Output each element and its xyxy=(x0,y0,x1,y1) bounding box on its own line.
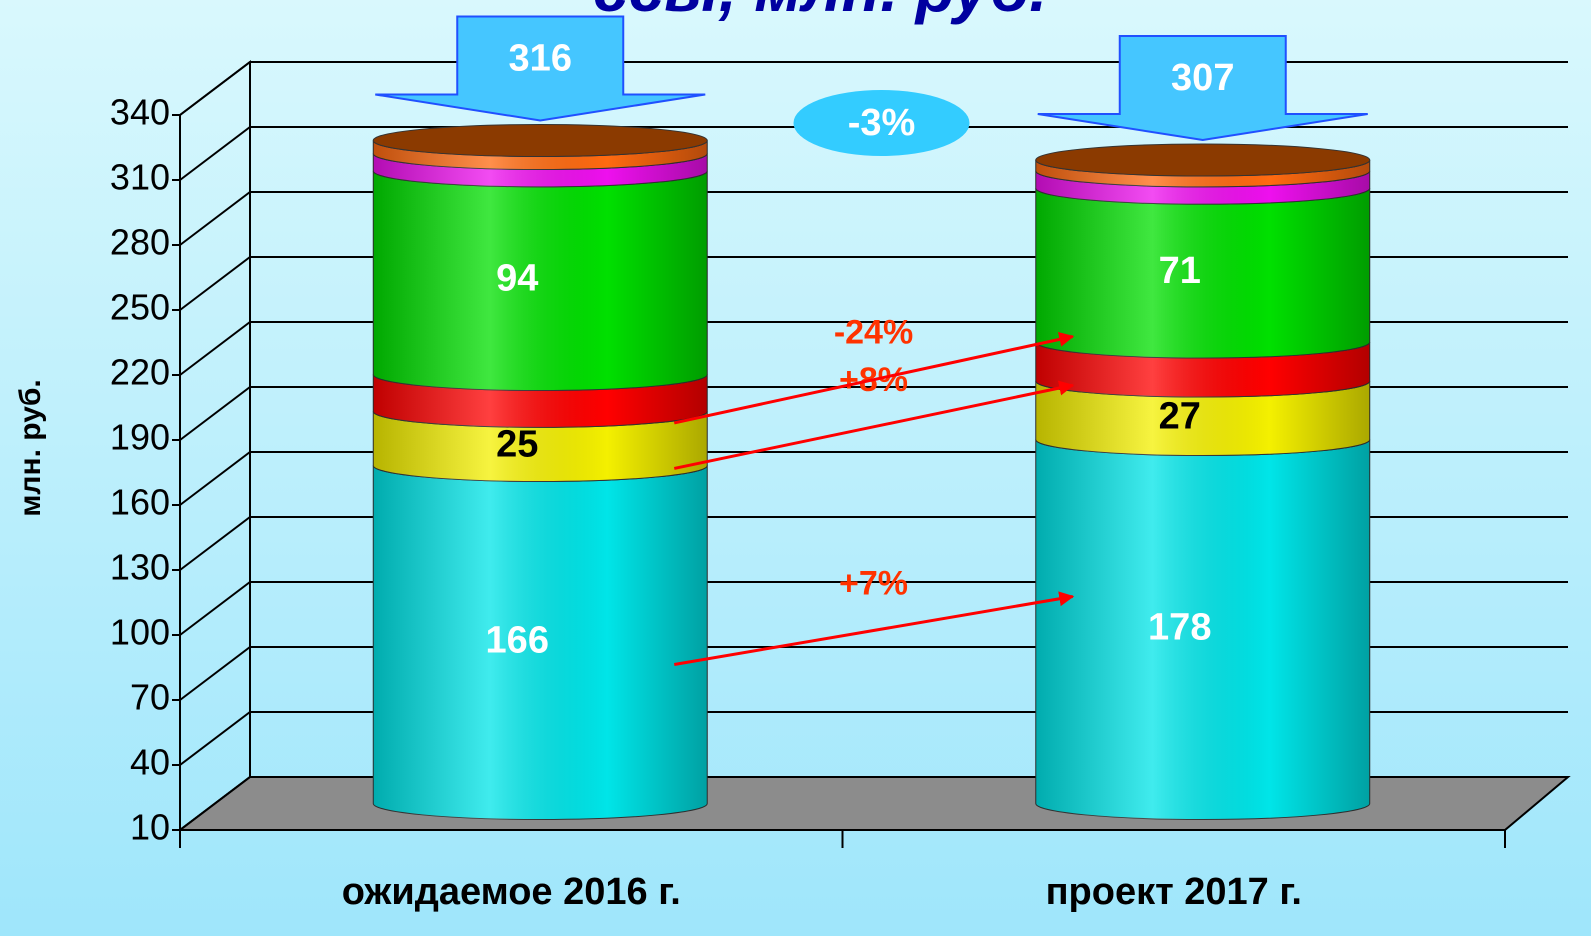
y-tick-label: 160 xyxy=(110,482,170,523)
x-tick-label: проект 2017 г. xyxy=(1046,871,1302,913)
y-tick-label: 130 xyxy=(110,547,170,588)
total-label: 316 xyxy=(509,38,572,80)
change-label: -24% xyxy=(834,314,913,352)
cylinder-shade xyxy=(1035,342,1370,397)
change-arrow xyxy=(673,380,1075,470)
y-tick-label: 190 xyxy=(110,417,170,458)
y-axis-label: млн. руб. xyxy=(14,379,47,517)
cylinder-shade xyxy=(373,140,708,170)
cylinder-shade xyxy=(1035,188,1370,358)
value-label: 27 xyxy=(1159,395,1201,437)
value-label: 166 xyxy=(486,620,549,662)
y-tick-label: 220 xyxy=(110,352,170,393)
value-label: 71 xyxy=(1159,250,1201,292)
cylinder-top xyxy=(1035,143,1371,177)
value-label: 178 xyxy=(1148,607,1211,649)
total-arrow xyxy=(375,15,706,122)
change-label: +7% xyxy=(839,564,908,602)
y-tick-label: 340 xyxy=(110,92,170,133)
y-tick-label: 40 xyxy=(130,742,170,783)
x-tick-label: ожидаемое 2016 г. xyxy=(342,871,681,913)
cylinder-shade xyxy=(373,374,708,428)
cylinder-shade xyxy=(373,465,708,820)
cylinder-shade xyxy=(1035,381,1370,456)
cylinder-shade xyxy=(1035,160,1370,187)
y-tick-label: 10 xyxy=(130,807,170,848)
y-tick-label: 310 xyxy=(110,157,170,198)
y-tick-label: 100 xyxy=(110,612,170,653)
y-tick-label: 280 xyxy=(110,222,170,263)
total-change-label: -3% xyxy=(848,102,916,144)
back-wall xyxy=(179,59,251,833)
chart-title: ссы, млн. руб. xyxy=(593,0,1047,25)
cylinder-shade xyxy=(373,170,708,391)
change-arrow xyxy=(673,591,1075,666)
value-label: 94 xyxy=(496,258,538,300)
total-arrow xyxy=(1037,35,1368,142)
value-label: 25 xyxy=(496,423,538,465)
cylinder-shade xyxy=(1035,170,1370,205)
y-tick-label: 250 xyxy=(110,287,170,328)
cylinder-shade xyxy=(373,411,708,482)
cylinder-top xyxy=(372,124,708,157)
cylinder-shade xyxy=(373,153,708,187)
cylinder-shade xyxy=(1035,439,1370,820)
total-label: 307 xyxy=(1171,57,1234,99)
total-change-badge xyxy=(793,90,970,156)
change-arrow xyxy=(673,332,1075,425)
y-tick-label: 70 xyxy=(130,677,170,718)
